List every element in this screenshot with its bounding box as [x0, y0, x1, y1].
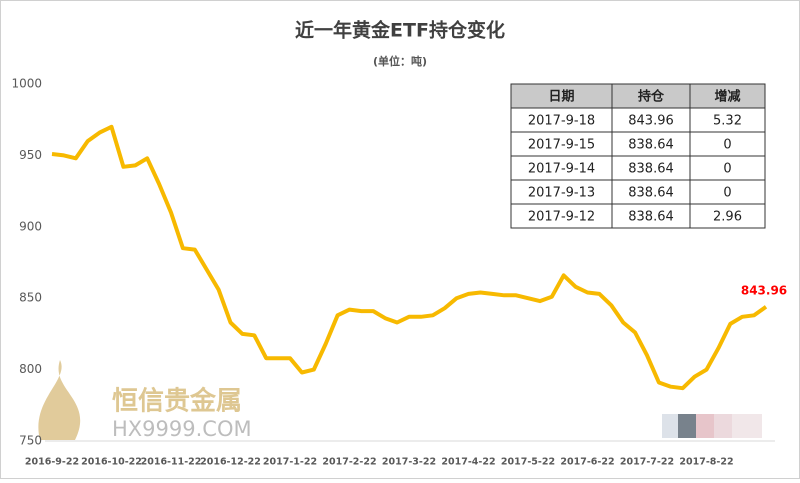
table-cell	[611, 155, 691, 181]
blur-block	[678, 414, 696, 438]
blur-block	[662, 414, 678, 438]
table-text: 2017-9-14	[528, 162, 595, 177]
watermark-logo	[38, 360, 81, 440]
table-cell	[689, 203, 766, 229]
y-tick-label: 800	[19, 362, 42, 376]
table-text: 0	[723, 138, 731, 153]
blur-block	[732, 414, 762, 438]
table-text: 2017-9-18	[528, 114, 595, 129]
data-label: 843.96	[741, 283, 787, 297]
watermark-name: 恒信贵金属	[112, 386, 242, 417]
blurred-logo	[662, 414, 762, 438]
table-text: 2017-9-13	[528, 186, 595, 201]
blur-block	[714, 414, 732, 438]
table-text: 838.64	[628, 138, 674, 153]
blur-block	[696, 414, 714, 438]
x-tick-label: 2017-4-22	[441, 457, 495, 468]
y-tick-label: 850	[19, 291, 42, 305]
table-text: 0	[723, 186, 731, 201]
watermark-site: HX9999.COM	[112, 417, 252, 441]
table-text: 2017-9-12	[528, 210, 595, 225]
x-tick-label: 2016-9-22	[25, 457, 79, 468]
table-cell	[611, 203, 691, 229]
table-text: 838.64	[628, 162, 674, 177]
chart-subtitle: (单位：吨)	[373, 54, 427, 68]
y-tick-label: 750	[19, 434, 42, 448]
table-text: 838.64	[628, 210, 674, 225]
x-tick-label: 2017-2-22	[322, 457, 376, 468]
table-header-cell	[689, 83, 766, 109]
x-tick-label: 2016-12-22	[200, 457, 261, 468]
table-text: 2017-9-15	[528, 138, 595, 153]
x-tick-label: 2016-11-22	[141, 457, 202, 468]
table-text: 838.64	[628, 186, 674, 201]
table-text: 5.32	[713, 114, 742, 129]
x-tick-label: 2017-3-22	[382, 457, 436, 468]
table-text: 2.96	[713, 210, 742, 225]
table-header-cell	[611, 83, 691, 109]
x-tick-label: 2017-8-22	[679, 457, 733, 468]
chart-title: 近一年黄金ETF持仓变化	[295, 19, 505, 42]
table-text: 0	[723, 162, 731, 177]
y-tick-label: 950	[19, 148, 42, 162]
x-tick-label: 2017-7-22	[620, 457, 674, 468]
table-cell	[510, 179, 613, 205]
watermark: 恒信贵金属 HX9999.COM	[38, 360, 252, 441]
table-cell	[510, 155, 613, 181]
table-cell	[510, 203, 613, 229]
table-header: 增减	[714, 89, 740, 105]
x-tick-label: 2017-5-22	[501, 457, 555, 468]
table-header: 持仓	[638, 89, 665, 105]
table-cell	[689, 131, 766, 157]
y-tick-label: 900	[19, 219, 42, 233]
table-text: 843.96	[628, 114, 674, 129]
x-tick-label: 2017-6-22	[560, 457, 614, 468]
line-series	[51, 124, 768, 391]
y-tick-label: 1000	[11, 77, 42, 91]
table-header: 日期	[548, 90, 574, 105]
table-cell	[611, 131, 691, 157]
x-tick-label: 2016-10-22	[81, 457, 142, 468]
table-cell	[510, 131, 613, 157]
x-tick-label: 2017-1-22	[263, 457, 317, 468]
